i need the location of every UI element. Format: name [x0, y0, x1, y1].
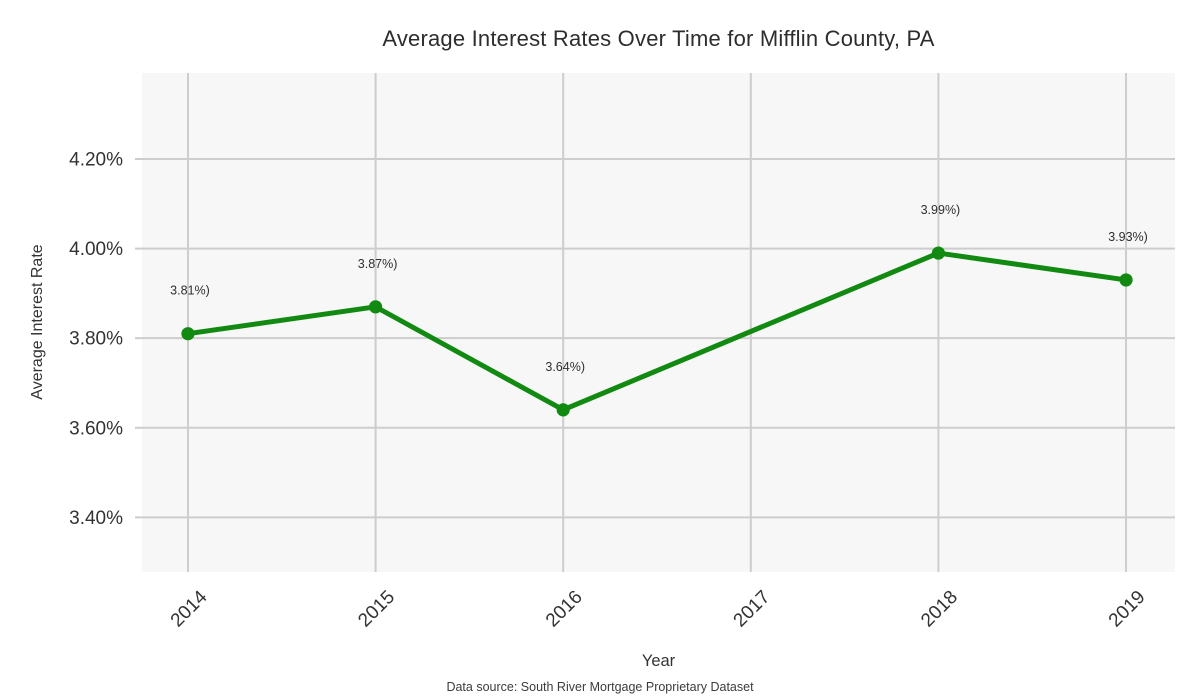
- chart-title: Average Interest Rates Over Time for Mif…: [382, 26, 935, 51]
- y-tick-label: 3.60%: [69, 418, 123, 439]
- x-axis-title: Year: [641, 652, 676, 670]
- data-point-label: 3.87%): [358, 257, 398, 271]
- x-tick-label: 2016: [542, 587, 587, 632]
- y-tick-label: 4.00%: [69, 239, 123, 260]
- x-tick-label: 2019: [1105, 587, 1150, 632]
- x-tick-label: 2017: [730, 587, 775, 632]
- data-point: [931, 246, 946, 260]
- x-tick-label: 2018: [917, 587, 962, 632]
- y-tick-label: 4.20%: [69, 150, 123, 171]
- data-point: [556, 403, 570, 417]
- data-source-note: Data source: South River Mortgage Propri…: [446, 680, 754, 694]
- x-tick-label: 2014: [167, 586, 212, 631]
- data-point-label: 3.93%): [1108, 230, 1148, 244]
- logo: South River Mortgage: [0, 612, 150, 692]
- data-point-label: 3.81%): [170, 284, 210, 298]
- data-point-label: 3.99%): [921, 203, 961, 217]
- x-tick-label: 2015: [354, 587, 399, 632]
- data-point-label: 3.64%): [545, 360, 585, 374]
- y-tick-label: 3.80%: [69, 329, 123, 350]
- data-point: [181, 327, 195, 341]
- data-point: [368, 300, 383, 314]
- data-point: [1119, 273, 1133, 287]
- plot-background: [142, 73, 1175, 572]
- y-tick-label: 3.40%: [69, 508, 123, 529]
